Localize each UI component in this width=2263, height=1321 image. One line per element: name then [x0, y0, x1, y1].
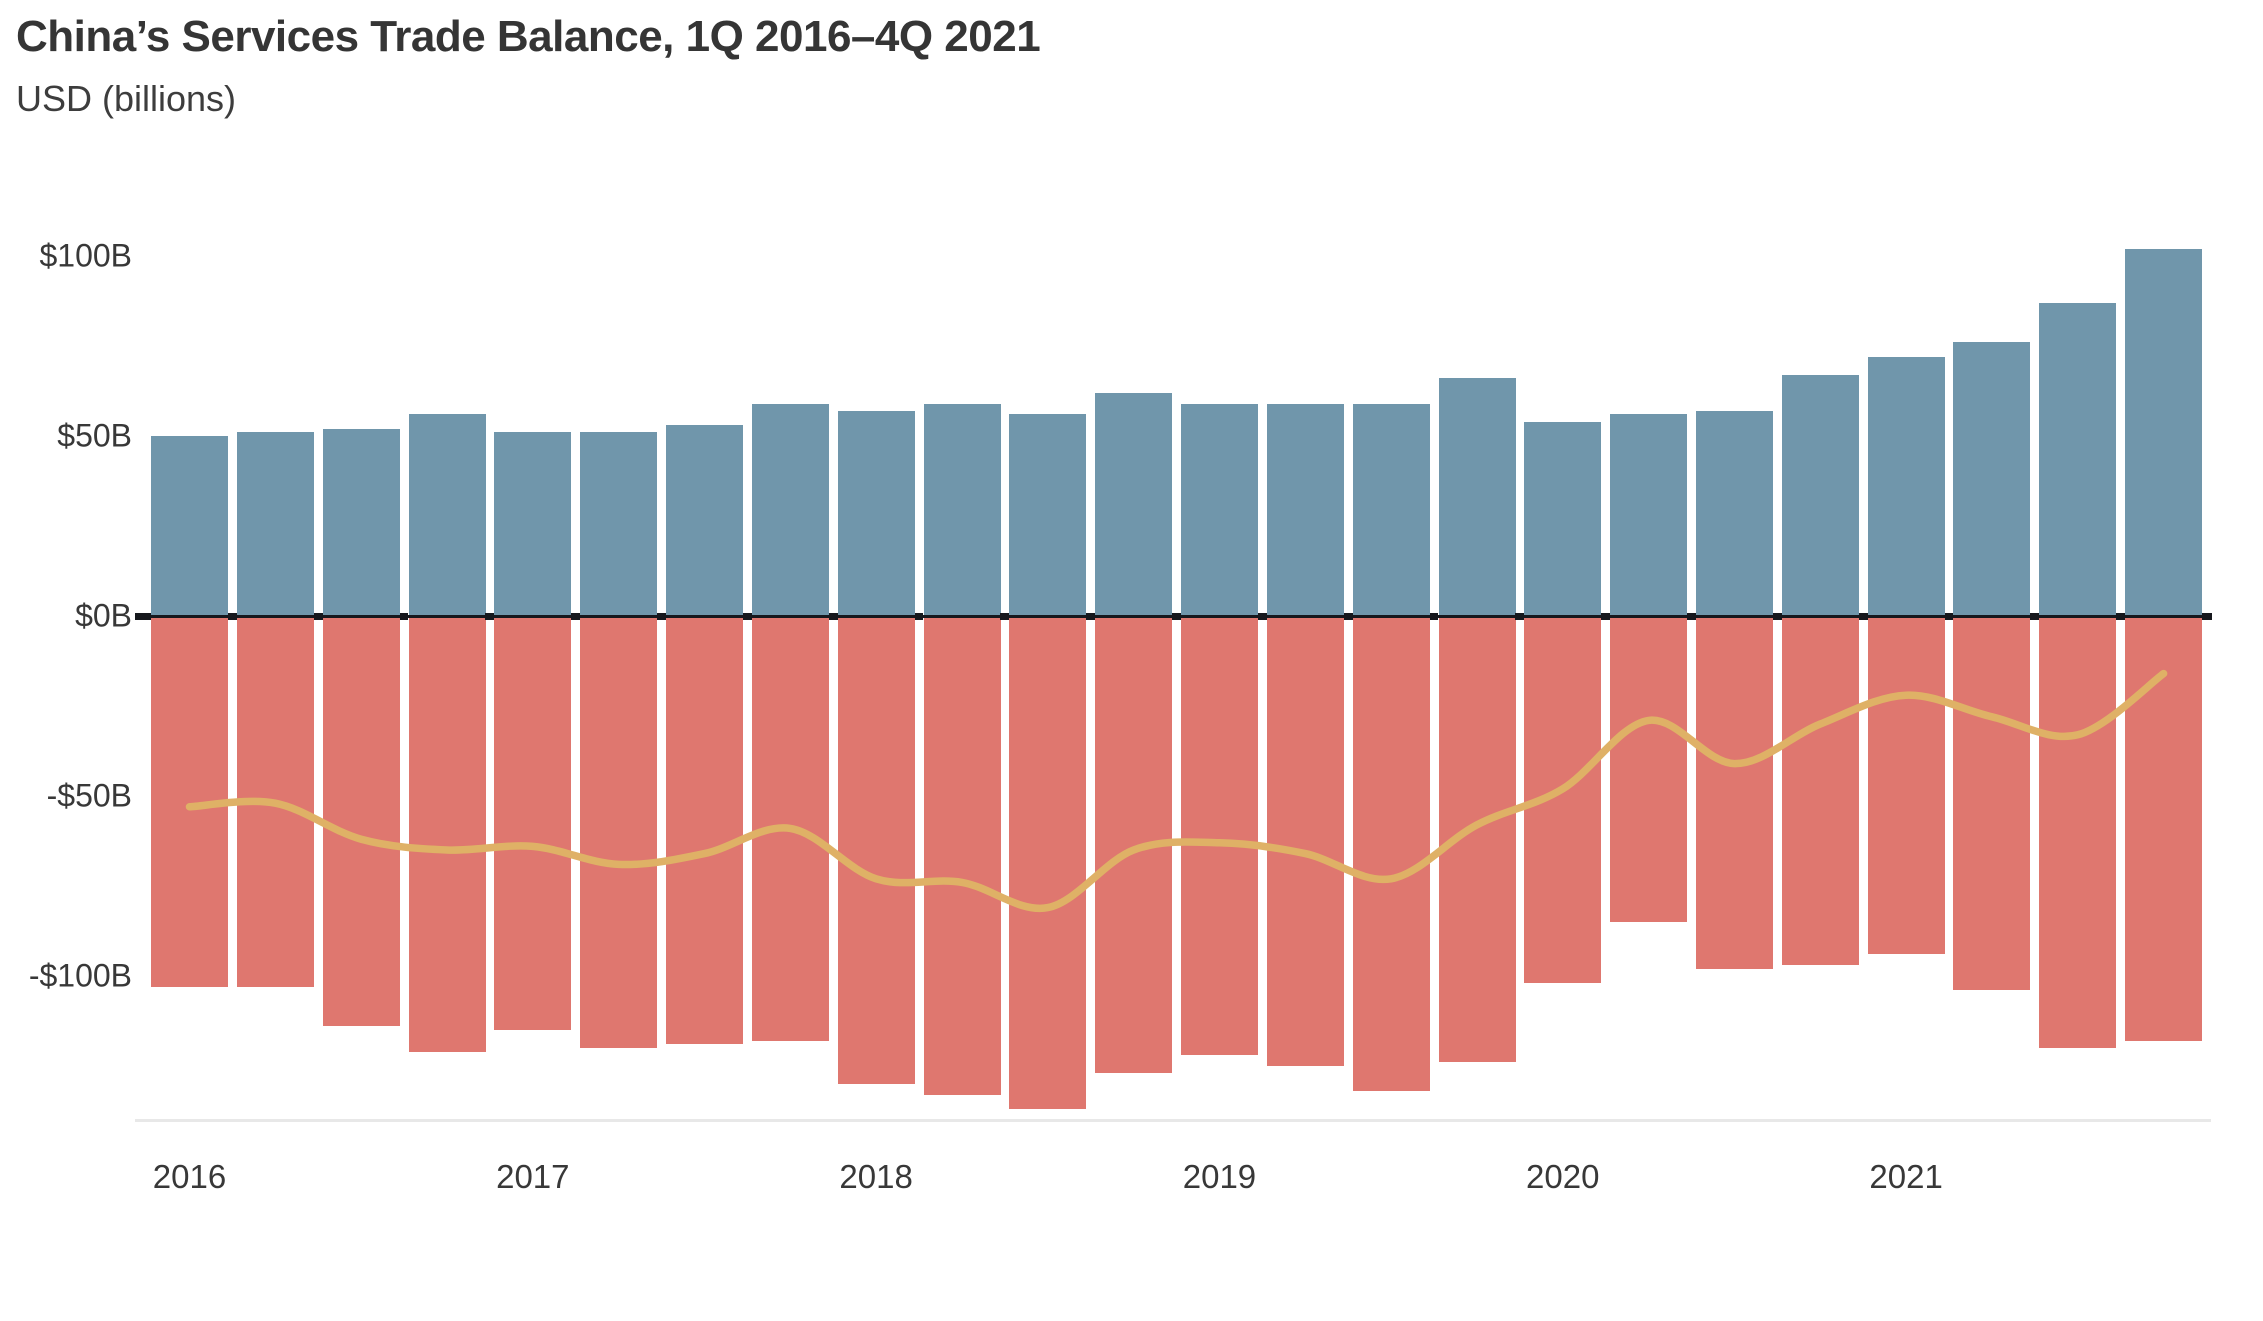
imports-bar: [408, 616, 486, 1052]
zero-line-tick: [1772, 612, 1782, 620]
y-axis-label: $100B: [39, 237, 132, 274]
exports-bar: [1867, 356, 1945, 616]
imports-bar: [1352, 616, 1430, 1092]
exports-bar: [751, 403, 829, 616]
exports-bar: [1266, 403, 1344, 616]
exports-bar: [1781, 374, 1859, 616]
exports-bar: [1095, 392, 1173, 616]
exports-bar: [1610, 414, 1688, 616]
x-axis-label: 2020: [1526, 1158, 1600, 1195]
zero-line-tick: [2202, 612, 2213, 620]
zero-line-tick: [1515, 612, 1525, 620]
exports-bar: [322, 428, 400, 616]
zero-line-tick: [1257, 612, 1267, 620]
exports-bar: [151, 436, 228, 616]
imports-bar: [1266, 616, 1344, 1066]
zero-line-tick: [2116, 612, 2126, 620]
chart-title: China’s Services Trade Balance, 1Q 2016–…: [16, 12, 1041, 61]
imports-bar: [1867, 616, 1945, 955]
exports-bar: [1438, 378, 1516, 616]
zero-line-tick: [1086, 612, 1096, 620]
exports-bar: [236, 432, 314, 616]
chart-subtitle: USD (billions): [16, 78, 237, 119]
exports-bar: [2125, 248, 2203, 616]
imports-bar: [666, 616, 743, 1045]
imports-bar: [494, 616, 572, 1030]
exports-bar: [837, 410, 915, 616]
imports-bar: [923, 616, 1001, 1095]
zero-line-tick: [1687, 612, 1696, 620]
x-axis-label: 2017: [496, 1158, 570, 1195]
zero-line-tick: [228, 612, 237, 620]
x-axis-label: 2021: [1869, 1158, 1943, 1195]
zero-line-tick: [1858, 612, 1868, 620]
zero-line-tick: [1343, 612, 1353, 620]
x-axis-label: 2016: [152, 1158, 227, 1195]
exports-bar: [408, 414, 486, 616]
zero-line-tick: [1429, 612, 1439, 620]
exports-bar: [1953, 342, 2031, 616]
imports-bar: [1181, 616, 1258, 1056]
imports-bar: [2039, 616, 2117, 1048]
imports-bar: [1953, 616, 2031, 991]
imports-bar: [1610, 616, 1688, 922]
zero-line-tick: [2030, 612, 2040, 620]
imports-bar: [322, 616, 400, 1027]
zero-line-tick: [135, 612, 151, 620]
exports-bar: [580, 432, 658, 616]
exports-bar: [1009, 414, 1087, 616]
x-axis-label: 2018: [839, 1158, 913, 1195]
exports-bar: [1352, 403, 1430, 616]
zero-line-tick: [1944, 612, 1954, 620]
zero-line-tick: [313, 612, 323, 620]
imports-bar: [837, 616, 915, 1084]
imports-bar: [1009, 616, 1087, 1110]
exports-bar: [1695, 410, 1773, 616]
imports-bar: [580, 616, 658, 1048]
exports-bar: [1524, 421, 1602, 616]
zero-line-tick: [828, 612, 838, 620]
y-axis-label: $0B: [75, 597, 132, 634]
zero-line-tick: [1601, 612, 1611, 620]
x-axis-label: 2019: [1182, 1158, 1257, 1195]
imports-bar: [1781, 616, 1859, 966]
zero-line-tick: [657, 612, 666, 620]
y-axis-label: -$100B: [28, 957, 132, 994]
y-axis-label: -$50B: [46, 777, 132, 814]
exports-bar: [1181, 403, 1258, 616]
zero-line-tick: [1172, 612, 1181, 620]
exports-bar: [666, 425, 743, 616]
zero-line-tick: [399, 612, 409, 620]
exports-bar: [494, 432, 572, 616]
zero-line-tick: [914, 612, 924, 620]
balance-line: [185, 669, 2168, 913]
imports-bar: [2125, 616, 2203, 1041]
zero-line-tick: [1000, 612, 1010, 620]
zero-line-tick: [571, 612, 581, 620]
x-axis-baseline: [135, 1119, 2211, 1122]
imports-bar: [1695, 616, 1773, 969]
exports-bar: [2039, 302, 2117, 616]
exports-bar: [923, 403, 1001, 616]
y-axis-label: $50B: [57, 417, 132, 454]
zero-line-tick: [742, 612, 752, 620]
zero-line-tick: [485, 612, 495, 620]
